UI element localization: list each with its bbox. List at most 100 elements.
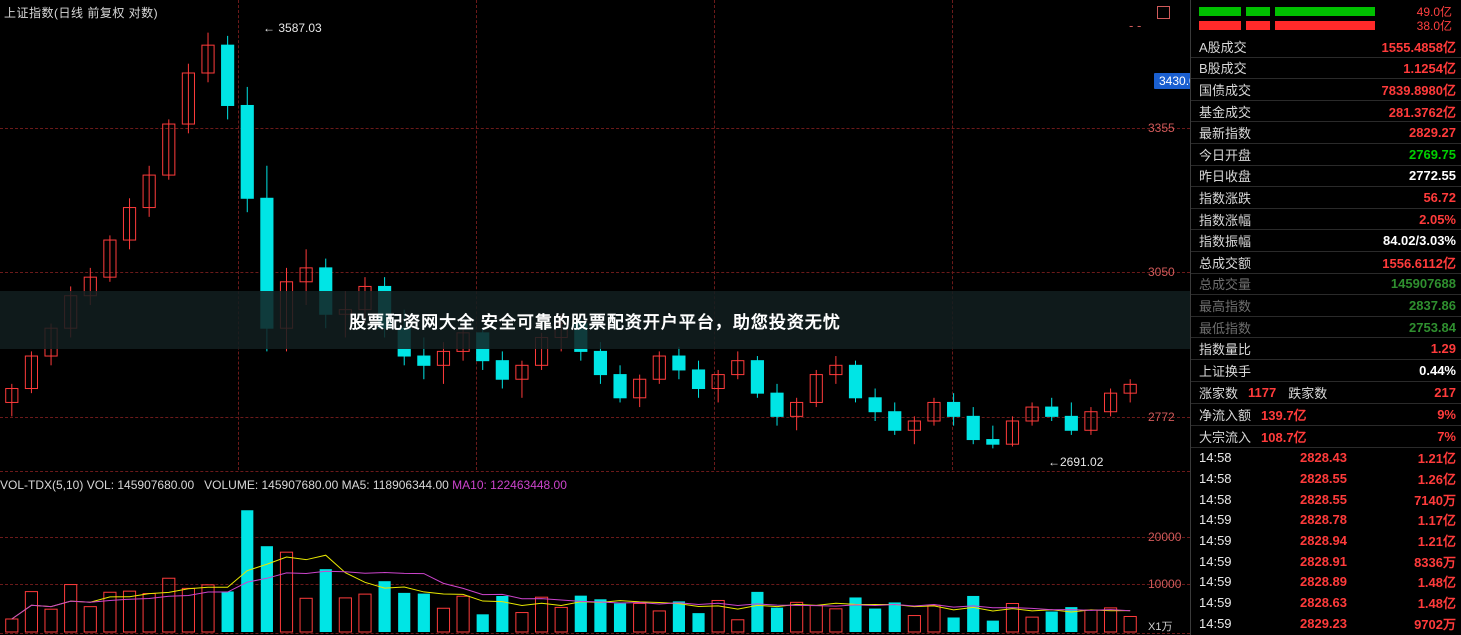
legend-box-icon bbox=[1157, 6, 1170, 19]
stat-label: 指数涨幅 bbox=[1199, 212, 1252, 228]
stat-label: 今日开盘 bbox=[1199, 147, 1252, 163]
stat-row: 国债成交 7839.8980亿 bbox=[1191, 79, 1461, 101]
stat-label: 昨日收盘 bbox=[1199, 169, 1252, 185]
stat-row: 昨日收盘 2772.55 bbox=[1191, 166, 1461, 188]
tick-row[interactable]: 14:58 2828.55 7140万 bbox=[1191, 489, 1461, 510]
dual-value-2: 7% bbox=[1437, 428, 1456, 444]
tick-time: 14:59 bbox=[1199, 574, 1232, 590]
tick-row[interactable]: 14:59 2828.94 1.21亿 bbox=[1191, 530, 1461, 551]
tick-row[interactable]: 14:59 2828.89 1.48亿 bbox=[1191, 572, 1461, 593]
gridline-panel-split bbox=[0, 471, 1190, 472]
stat-value: 2753.84 bbox=[1409, 319, 1456, 335]
vol-unit-label: X1万 bbox=[1148, 621, 1173, 633]
stat-value: 281.3762亿 bbox=[1388, 104, 1456, 120]
kline-chart-area[interactable]: 上证指数(日线 前复权 对数) - - 3355 3050 2772 3430.… bbox=[0, 0, 1190, 635]
gridline-2772 bbox=[0, 417, 1190, 418]
tick-time: 14:59 bbox=[1199, 595, 1232, 611]
stat-row: 指数涨幅 2.05% bbox=[1191, 209, 1461, 231]
tick-time: 14:59 bbox=[1199, 615, 1232, 631]
tick-price: 2828.55 bbox=[1300, 491, 1347, 507]
vol-axis-20000: 20000 bbox=[1148, 530, 1182, 544]
tick-time: 14:58 bbox=[1199, 471, 1232, 487]
stat-label: 最新指数 bbox=[1199, 126, 1252, 142]
dual-label: 净流入额 bbox=[1199, 407, 1252, 423]
stat-row: 指数涨跌 56.72 bbox=[1191, 187, 1461, 209]
stat-label: 上证换手 bbox=[1199, 363, 1252, 379]
tick-price: 2828.78 bbox=[1300, 512, 1347, 528]
tick-row[interactable]: 14:59 2829.23 9702万 bbox=[1191, 613, 1461, 634]
stat-row: 最高指数 2837.86 bbox=[1191, 295, 1461, 317]
buy-sell-bars: 49.0亿 38.0亿 bbox=[1191, 0, 1461, 36]
tick-row[interactable]: 14:59 2828.91 8336万 bbox=[1191, 551, 1461, 572]
tick-time: 14:59 bbox=[1199, 512, 1232, 528]
tick-price: 2828.89 bbox=[1300, 574, 1347, 590]
stat-label: 最高指数 bbox=[1199, 298, 1252, 314]
bar-row-red: 38.0亿 bbox=[1199, 19, 1454, 33]
gridline-vol-20000 bbox=[0, 537, 1190, 538]
market-info-panel: 49.0亿 38.0亿 A股成交 1555.4858亿 B股成交 1.1254亿 国债成… bbox=[1190, 0, 1461, 635]
tick-row[interactable]: 14:59 2828.63 1.48亿 bbox=[1191, 592, 1461, 613]
candlestick-svg bbox=[5, 32, 1137, 633]
stat-row: A股成交 1555.4858亿 bbox=[1191, 36, 1461, 58]
vol-value: VOL: 145907680.00 bbox=[86, 478, 195, 492]
gridline-v3 bbox=[714, 0, 715, 470]
tick-time: 14:58 bbox=[1199, 491, 1232, 507]
stat-value: 1555.4858亿 bbox=[1381, 39, 1456, 55]
tick-row[interactable]: 14:58 2828.55 1.26亿 bbox=[1191, 468, 1461, 489]
stat-label: 指数量比 bbox=[1199, 342, 1252, 358]
dual-value-2: 9% bbox=[1437, 406, 1456, 422]
stat-row: 指数量比 1.29 bbox=[1191, 338, 1461, 360]
stat-label: A股成交 bbox=[1199, 39, 1247, 55]
dual-stat-row: 涨家数 1177 跌家数 217 bbox=[1191, 382, 1461, 404]
gridline-vol-10000 bbox=[0, 584, 1190, 585]
tick-time: 14:58 bbox=[1199, 450, 1232, 466]
ma5-value: MA5: 118906344.00 bbox=[341, 478, 449, 492]
stat-value: 1.1254亿 bbox=[1403, 61, 1456, 77]
stat-label: 基金成交 bbox=[1199, 104, 1252, 120]
chart-title: 上证指数(日线 前复权 对数) bbox=[4, 6, 159, 20]
tick-amount: 1.48亿 bbox=[1417, 596, 1456, 612]
stat-value: 2772.55 bbox=[1409, 168, 1456, 184]
low-annotation: ←2691.02 bbox=[1048, 455, 1104, 469]
stat-value: 1556.6112亿 bbox=[1382, 255, 1456, 271]
stat-value: 2829.27 bbox=[1409, 125, 1456, 141]
tick-amount: 7140万 bbox=[1414, 492, 1456, 508]
promo-banner-text: 股票配资网大全 安全可靠的股票配资开户平台，助您投资无忧 bbox=[349, 312, 841, 332]
dual-value-1: 139.7亿 bbox=[1261, 407, 1307, 423]
tick-price: 2828.94 bbox=[1300, 533, 1347, 549]
stat-row: 最新指数 2829.27 bbox=[1191, 122, 1461, 144]
dual-stats-list: 涨家数 1177 跌家数 217 净流入额 139.7亿 9% 大宗流入 108.7亿 7% bbox=[1191, 382, 1461, 448]
tick-row[interactable]: 14:59 2828.78 1.17亿 bbox=[1191, 510, 1461, 531]
stat-label: 总成交量 bbox=[1199, 277, 1252, 293]
gridline-v1 bbox=[238, 0, 239, 470]
stat-value: 2.05% bbox=[1419, 211, 1456, 227]
tick-amount: 1.21亿 bbox=[1417, 451, 1456, 467]
stat-row: 上证换手 0.44% bbox=[1191, 360, 1461, 382]
dual-value-1: 108.7亿 bbox=[1261, 429, 1307, 445]
dual-label-2: 跌家数 bbox=[1288, 385, 1328, 401]
tick-list[interactable]: 14:58 2828.43 1.21亿 14:58 2828.55 1.26亿 14:58 2… bbox=[1191, 448, 1461, 634]
tick-time: 14:59 bbox=[1199, 533, 1232, 549]
stat-value: 84.02/3.03% bbox=[1382, 233, 1456, 249]
bar-green-value: 49.0亿 bbox=[1416, 5, 1452, 19]
price-label-2772: 2772 bbox=[1148, 410, 1175, 424]
stat-row: B股成交 1.1254亿 bbox=[1191, 58, 1461, 80]
vol-axis-10000: 10000 bbox=[1148, 577, 1182, 591]
tick-row[interactable]: 14:58 2828.43 1.21亿 bbox=[1191, 448, 1461, 469]
gridline-3355 bbox=[0, 128, 1190, 129]
stat-value: 0.44% bbox=[1419, 362, 1456, 378]
dual-value-2: 217 bbox=[1434, 384, 1456, 400]
tick-amount: 1.21亿 bbox=[1417, 534, 1456, 550]
dual-stat-row: 大宗流入 108.7亿 7% bbox=[1191, 426, 1461, 448]
promo-banner: 股票配资网大全 安全可靠的股票配资开户平台，助您投资无忧 bbox=[0, 291, 1190, 349]
gridline-3050 bbox=[0, 272, 1190, 273]
tick-amount: 1.17亿 bbox=[1417, 513, 1456, 529]
stat-value: 7839.8980亿 bbox=[1381, 82, 1456, 98]
tick-time: 14:59 bbox=[1199, 553, 1232, 569]
tick-price: 2829.23 bbox=[1300, 615, 1347, 631]
stat-value: 2769.75 bbox=[1409, 146, 1456, 162]
stat-row: 今日开盘 2769.75 bbox=[1191, 144, 1461, 166]
stat-label: 指数振幅 bbox=[1199, 234, 1252, 250]
vol-indicator-name: VOL-TDX(5,10) bbox=[0, 478, 84, 492]
stat-row: 基金成交 281.3762亿 bbox=[1191, 101, 1461, 123]
